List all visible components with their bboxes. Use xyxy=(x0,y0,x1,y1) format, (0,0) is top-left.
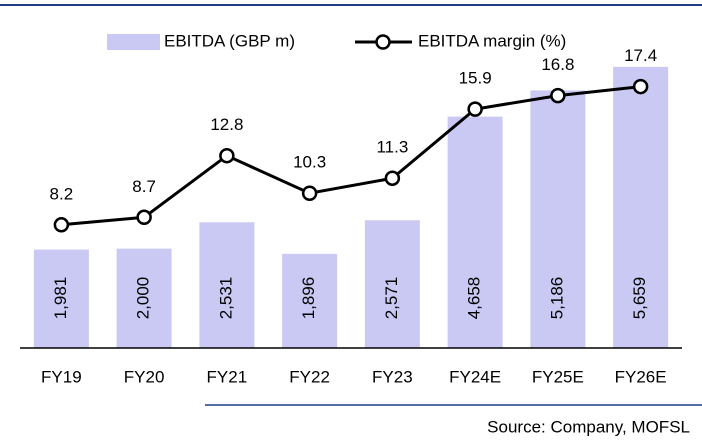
line-marker xyxy=(467,101,483,117)
bar xyxy=(33,249,89,348)
bar xyxy=(199,222,255,348)
x-tick-label: FY26E xyxy=(615,367,667,386)
x-tick-label: FY19 xyxy=(41,367,82,386)
line-value-label: 17.4 xyxy=(624,46,657,65)
line-value-label: 12.8 xyxy=(210,115,243,134)
line-value-label: 8.2 xyxy=(50,184,74,203)
x-tick-label: FY23 xyxy=(372,367,413,386)
line-marker xyxy=(53,217,70,233)
bar-value-label: 1,896 xyxy=(299,277,318,320)
line-marker xyxy=(384,170,401,186)
legend-marker xyxy=(375,34,391,50)
bar xyxy=(282,253,338,348)
bar xyxy=(530,90,586,349)
bar-value-label: 2,531 xyxy=(216,277,235,320)
bar xyxy=(116,248,172,348)
source-note: Source: Company, MOFSL xyxy=(487,417,690,436)
line-value-label: 16.8 xyxy=(541,55,574,74)
line-marker xyxy=(136,209,152,226)
line-marker xyxy=(550,87,566,104)
line-value-label: 8.7 xyxy=(132,177,156,196)
x-tick-label: FY22 xyxy=(289,367,330,386)
bar xyxy=(613,66,669,348)
line-marker xyxy=(219,147,235,164)
bar-value-label: 2,000 xyxy=(134,277,153,320)
line-value-label: 11.3 xyxy=(376,138,408,157)
legend-label: EBITDA (GBP m) xyxy=(164,31,295,50)
line-value-label: 10.3 xyxy=(293,153,326,172)
line-marker xyxy=(301,185,318,201)
x-tick-label: FY21 xyxy=(207,367,248,386)
bar-value-label: 5,186 xyxy=(547,277,566,320)
line xyxy=(61,85,641,227)
bar-value-label: 5,659 xyxy=(630,277,649,320)
x-tick-label: FY20 xyxy=(124,367,165,386)
bar-value-label: 4,658 xyxy=(465,277,484,320)
bar-value-label: 1,981 xyxy=(51,277,70,320)
x-tick-label: FY25E xyxy=(532,367,584,386)
line-value-label: 15.9 xyxy=(459,69,492,88)
legend-label: EBITDA margin (%) xyxy=(418,31,566,50)
bar-value-label: 2,571 xyxy=(382,277,401,320)
line-marker xyxy=(632,78,649,95)
x-tick-label: FY24E xyxy=(449,367,501,386)
bar xyxy=(364,220,420,348)
bar xyxy=(447,116,503,349)
legend-swatch xyxy=(107,34,160,50)
